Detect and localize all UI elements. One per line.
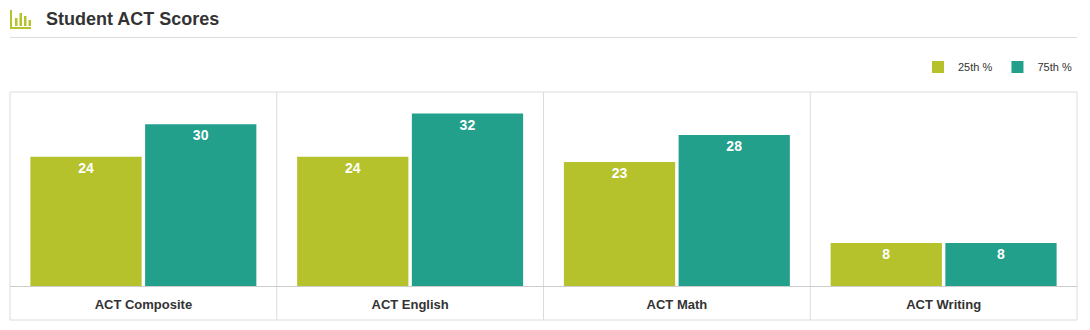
svg-text:ACT English: ACT English — [371, 297, 448, 312]
svg-text:28: 28 — [726, 138, 742, 154]
svg-text:30: 30 — [193, 127, 209, 143]
svg-text:25th %: 25th % — [958, 61, 992, 73]
svg-text:8: 8 — [997, 246, 1005, 262]
svg-text:24: 24 — [78, 160, 94, 176]
svg-text:23: 23 — [612, 165, 628, 181]
svg-text:Student ACT Scores: Student ACT Scores — [46, 9, 219, 29]
svg-text:ACT Composite: ACT Composite — [95, 297, 193, 312]
svg-text:24: 24 — [345, 160, 361, 176]
svg-text:32: 32 — [460, 117, 476, 133]
svg-text:75th %: 75th % — [1037, 61, 1071, 73]
svg-text:8: 8 — [882, 246, 890, 262]
svg-text:ACT Writing: ACT Writing — [906, 297, 981, 312]
svg-text:ACT Math: ACT Math — [647, 297, 708, 312]
